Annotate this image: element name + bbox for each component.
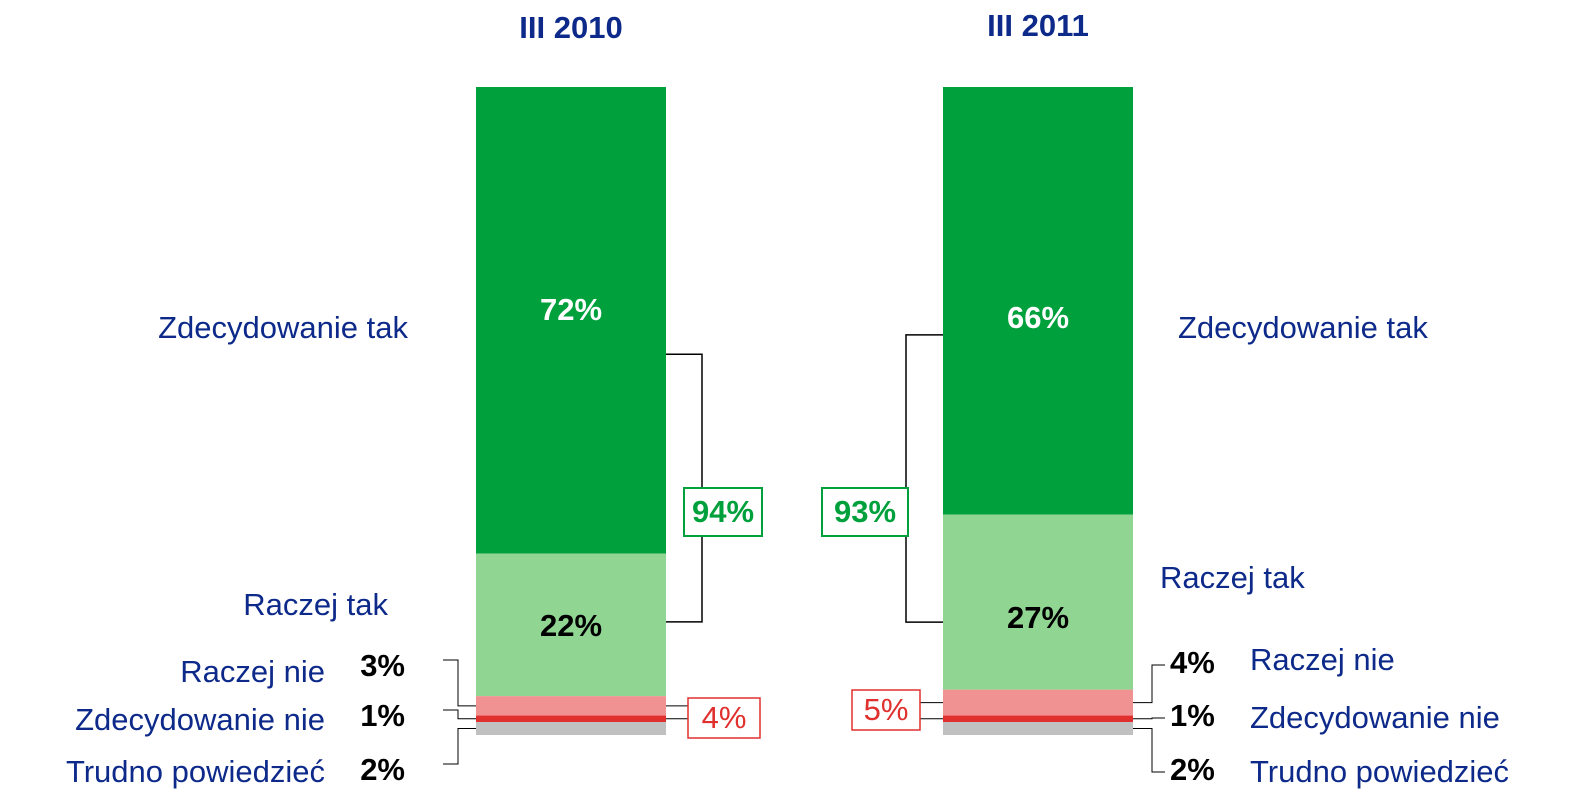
leader-line <box>443 659 476 707</box>
total-label: 4% <box>702 700 747 735</box>
leader-line <box>1133 664 1165 704</box>
series-name: Zdecydowanie nie <box>1250 700 1500 735</box>
total-box <box>851 689 921 731</box>
leader-line <box>1133 728 1165 773</box>
series-name: Raczej nie <box>1250 642 1395 677</box>
value-label: 22% <box>540 608 602 643</box>
value-label: 4% <box>1170 645 1215 680</box>
value-label: 1% <box>360 698 405 733</box>
series-name: Raczej nie <box>180 654 325 689</box>
bar-segment <box>476 696 666 716</box>
total-label: 93% <box>834 494 896 529</box>
bar-segment <box>476 553 666 697</box>
bar-segment <box>476 715 666 723</box>
leader-line <box>1133 717 1165 720</box>
bar-segment <box>943 715 1133 723</box>
leader-line <box>443 728 476 765</box>
total-box <box>687 697 761 739</box>
value-label: 1% <box>1170 698 1215 733</box>
value-label: 2% <box>1170 752 1215 787</box>
value-label: 72% <box>540 292 602 327</box>
value-label: 66% <box>1007 300 1069 335</box>
series-name: Raczej tak <box>1160 560 1305 595</box>
total-box <box>683 487 763 537</box>
series-name: Raczej tak <box>243 587 388 622</box>
total-label: 5% <box>864 692 909 727</box>
bar-segment <box>476 722 666 735</box>
bar-segment <box>943 514 1133 690</box>
bar-title: III 2010 <box>519 10 622 45</box>
bar-segment <box>476 87 666 554</box>
series-name: Zdecydowanie nie <box>75 702 325 737</box>
total-label: 94% <box>692 494 754 529</box>
series-name: Zdecydowanie tak <box>1178 310 1428 345</box>
value-label: 2% <box>360 752 405 787</box>
bar-title: III 2011 <box>987 8 1089 43</box>
series-name: Zdecydowanie tak <box>158 310 408 345</box>
value-label: 3% <box>360 648 405 683</box>
bracket <box>905 334 943 623</box>
series-name: Trudno powiedzieć <box>1250 754 1509 789</box>
value-label: 27% <box>1007 600 1069 635</box>
bar-segment <box>943 722 1133 735</box>
bar-segment <box>943 87 1133 515</box>
total-box <box>821 487 909 537</box>
series-name: Trudno powiedzieć <box>66 754 325 789</box>
leader-line <box>443 709 476 720</box>
bar-segment <box>943 689 1133 716</box>
